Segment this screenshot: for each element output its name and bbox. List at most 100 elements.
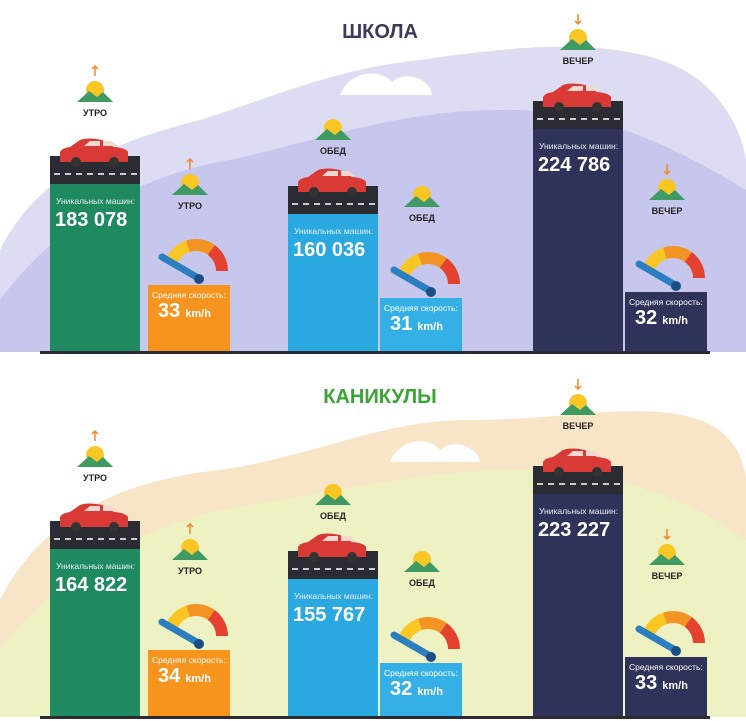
mountain-icon — [77, 91, 113, 102]
speed-box — [380, 663, 462, 717]
arrow-icon — [91, 429, 99, 441]
car-wheel — [109, 522, 119, 532]
mountain-icon — [77, 456, 113, 467]
speed-box — [380, 298, 462, 352]
gauge-arc — [663, 246, 692, 263]
car-wheel — [554, 467, 564, 477]
car-wheel — [309, 552, 319, 562]
car-icon — [298, 168, 366, 192]
car-wheel — [592, 102, 602, 112]
speed-label: Средняя скорость: — [629, 297, 703, 307]
gauge-hub — [194, 639, 204, 649]
car-wheel — [554, 102, 564, 112]
speed-unit: km/h — [417, 321, 443, 333]
car-window — [322, 171, 356, 176]
speed-text: 33 km/h — [158, 300, 211, 322]
cars-label: Уникальных машин: — [539, 141, 618, 151]
speed-label: Средняя скорость: — [629, 662, 703, 672]
gauge-needle — [390, 631, 436, 661]
period-label: ОБЕД — [320, 146, 346, 156]
period-label: ВЕЧЕР — [563, 56, 594, 66]
arrow-icon — [574, 14, 582, 26]
cars-bar — [288, 555, 378, 717]
speed-period-label: УТРО — [178, 201, 202, 211]
speed-text: 33 km/h — [635, 672, 688, 694]
speed-unit: km/h — [662, 315, 688, 327]
speed-label: Средняя скорость: — [152, 290, 226, 300]
period-label: ВЕЧЕР — [563, 421, 594, 431]
mountain-icon — [315, 494, 351, 505]
speed-box — [625, 292, 707, 352]
gauge-arc — [418, 252, 447, 269]
gauge-needle — [158, 253, 204, 283]
mountain-icon — [649, 189, 685, 200]
gauge-needle — [635, 260, 681, 290]
section-title: ШКОЛА — [342, 21, 418, 43]
car-icon — [543, 83, 611, 107]
gauge-arc — [207, 610, 228, 637]
speed-box — [625, 657, 707, 717]
speed-value: 33 — [158, 300, 180, 322]
car-wheel — [71, 157, 81, 167]
cars-bar — [50, 525, 140, 717]
cars-value: 183 078 — [55, 209, 127, 231]
gauge-hub — [426, 652, 436, 662]
car-window — [567, 451, 601, 456]
speed-box — [148, 650, 230, 717]
mountain-icon — [172, 184, 208, 195]
mountain-icon — [172, 549, 208, 560]
car-icon — [60, 138, 128, 162]
gauge-arc — [684, 617, 705, 644]
baseline — [40, 351, 710, 354]
car-icon — [298, 533, 366, 557]
speed-text: 32 km/h — [390, 678, 443, 700]
cars-label: Уникальных машин: — [294, 226, 373, 236]
baseline — [40, 716, 710, 719]
speed-period-label: ВЕЧЕР — [652, 206, 683, 216]
gauge-hub — [426, 287, 436, 297]
cars-label: Уникальных машин: — [56, 561, 135, 571]
car-wheel — [109, 157, 119, 167]
cars-value: 160 036 — [293, 239, 365, 261]
speed-period-label: УТРО — [178, 566, 202, 576]
arrow-icon — [186, 522, 194, 534]
speed-unit: km/h — [417, 686, 443, 698]
speed-period-label: ВЕЧЕР — [652, 571, 683, 581]
gauge-hub — [194, 274, 204, 284]
section: КАНИКУЛЫ УТРО Уникальных машин: 164 822 УТРО… — [40, 379, 710, 719]
speed-unit: km/h — [662, 680, 688, 692]
speed-label: Средняя скорость: — [384, 303, 458, 313]
gauge-needle — [158, 618, 204, 648]
arrow-icon — [91, 64, 99, 76]
gauge-needle — [635, 625, 681, 655]
speed-value: 32 — [390, 678, 412, 700]
car-window — [322, 536, 356, 541]
speed-unit: km/h — [185, 673, 211, 685]
period-label: УТРО — [83, 473, 107, 483]
mountain-icon — [315, 129, 351, 140]
gauge-hub — [671, 646, 681, 656]
mountain-icon — [404, 196, 440, 207]
speed-value: 34 — [158, 665, 181, 687]
speed-value: 31 — [390, 313, 412, 335]
mountain-icon — [649, 554, 685, 565]
gauge-arc — [418, 617, 447, 634]
car-wheel — [309, 187, 319, 197]
speed-period-label: ОБЕД — [409, 213, 435, 223]
cars-bar — [533, 470, 623, 717]
speed-text: 34 km/h — [158, 665, 211, 687]
gauge-arc — [684, 252, 705, 279]
car-wheel — [592, 467, 602, 477]
cars-label: Уникальных машин: — [539, 506, 618, 516]
car-icon — [543, 448, 611, 472]
car-wheel — [71, 522, 81, 532]
mountain-icon — [560, 39, 596, 50]
cars-value: 224 786 — [538, 154, 610, 176]
cars-label: Уникальных машин: — [56, 196, 135, 206]
arrow-icon — [186, 157, 194, 169]
mountain-icon — [404, 561, 440, 572]
period-label: УТРО — [83, 108, 107, 118]
gauge-arc — [186, 604, 215, 621]
section: ШКОЛА УТРО Уникальных машин: 183 078 УТРО Сре… — [40, 14, 710, 354]
